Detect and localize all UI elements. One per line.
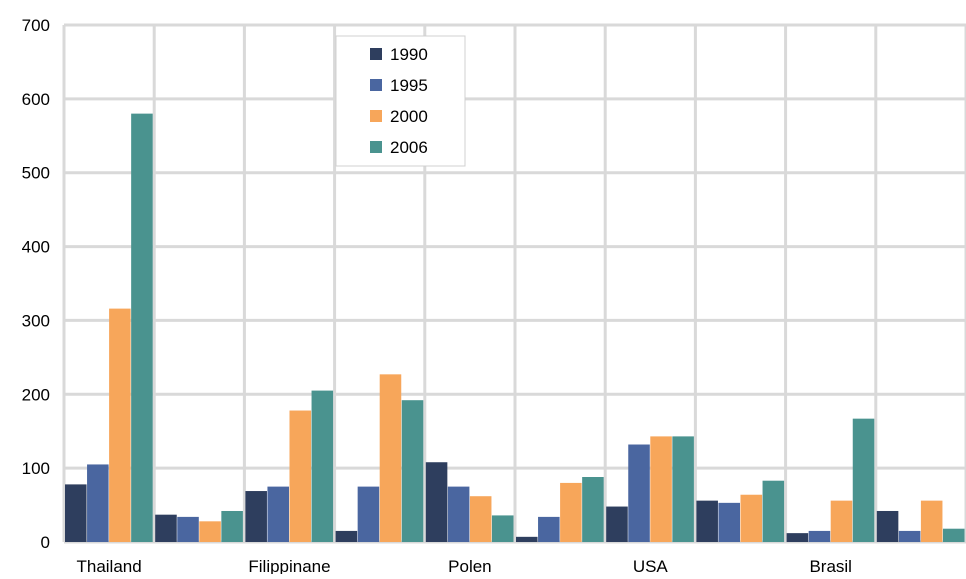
bar-2006-Polen bbox=[491, 515, 514, 542]
y-tick-label: 700 bbox=[22, 16, 50, 35]
bar-2006-Brasil bbox=[852, 418, 875, 542]
bar-1995-group-7 bbox=[718, 502, 740, 542]
bar-1990-Polen bbox=[425, 462, 448, 542]
bar-2000-group-3 bbox=[379, 374, 402, 542]
x-tick-label: Polen bbox=[448, 557, 491, 574]
legend: 1990 1995 2000 2006 bbox=[335, 35, 466, 167]
legend-label: 1990 bbox=[390, 45, 428, 64]
bar-1995-group-1 bbox=[177, 516, 199, 542]
legend-swatch bbox=[370, 110, 382, 122]
bar-1995-group-5 bbox=[538, 516, 560, 542]
legend-label: 2006 bbox=[390, 138, 428, 157]
bar-1990-Thailand bbox=[65, 484, 87, 542]
bar-1995-Thailand bbox=[87, 464, 109, 542]
bar-1995-group-3 bbox=[357, 486, 380, 542]
bar-2006-USA bbox=[672, 436, 694, 542]
bars bbox=[65, 113, 965, 542]
bar-1990-Filippinane bbox=[245, 491, 267, 542]
y-tick-label: 100 bbox=[22, 459, 50, 478]
bar-1990-group-3 bbox=[335, 530, 358, 542]
bar-1995-Filippinane bbox=[267, 486, 289, 542]
legend-swatch bbox=[370, 141, 382, 153]
bar-2000-Brasil bbox=[830, 500, 853, 542]
bar-2000-Polen bbox=[469, 496, 492, 542]
bar-2000-Filippinane bbox=[289, 410, 312, 542]
x-tick-label: Brasil bbox=[809, 557, 852, 574]
bar-2000-Thailand bbox=[109, 308, 131, 542]
bar-1990-USA bbox=[606, 506, 628, 542]
bar-2006-group-1 bbox=[221, 510, 243, 542]
legend-swatch bbox=[370, 48, 382, 60]
bar-1995-group-9 bbox=[898, 530, 921, 542]
bar-2006-Filippinane bbox=[311, 390, 334, 542]
y-tick-label: 300 bbox=[22, 311, 50, 330]
legend-label: 2000 bbox=[390, 107, 428, 126]
bar-2006-group-7 bbox=[762, 480, 785, 542]
y-tick-label: 200 bbox=[22, 385, 50, 404]
y-tick-label: 0 bbox=[41, 533, 50, 552]
legend-swatch bbox=[370, 79, 382, 91]
bar-2000-group-9 bbox=[920, 500, 943, 542]
bar-1995-Brasil bbox=[808, 530, 831, 542]
bar-1995-Polen bbox=[447, 486, 470, 542]
bar-1990-group-5 bbox=[516, 536, 538, 542]
bar-2000-USA bbox=[650, 436, 672, 542]
legend-label: 1995 bbox=[390, 76, 428, 95]
bar-1995-USA bbox=[628, 444, 650, 542]
y-axis-ticks: 0 100 200 300 400 500 600 700 bbox=[22, 16, 50, 552]
bar-2000-group-7 bbox=[740, 494, 763, 542]
bar-1990-Brasil bbox=[786, 533, 809, 542]
bar-2006-group-5 bbox=[582, 477, 604, 542]
legend-box bbox=[335, 35, 466, 167]
x-tick-label: Thailand bbox=[76, 557, 141, 574]
bar-2000-group-1 bbox=[199, 521, 221, 542]
bar-1990-group-7 bbox=[696, 500, 718, 542]
x-axis-labels: Thailand Filippinane Polen USA Brasil bbox=[76, 557, 852, 576]
x-tick-label: Filippinane bbox=[248, 557, 330, 574]
bar-2000-group-5 bbox=[560, 482, 582, 542]
x-tick-label: USA bbox=[633, 557, 669, 574]
bar-2006-Thailand bbox=[131, 113, 153, 542]
y-tick-label: 400 bbox=[22, 238, 50, 257]
y-tick-label: 600 bbox=[22, 90, 50, 109]
y-tick-label: 500 bbox=[22, 164, 50, 183]
bar-1990-group-9 bbox=[876, 510, 899, 542]
bar-2006-group-9 bbox=[942, 528, 965, 542]
bar-2006-group-3 bbox=[401, 400, 424, 542]
grid bbox=[62, 23, 966, 544]
bar-1990-group-1 bbox=[155, 514, 177, 542]
